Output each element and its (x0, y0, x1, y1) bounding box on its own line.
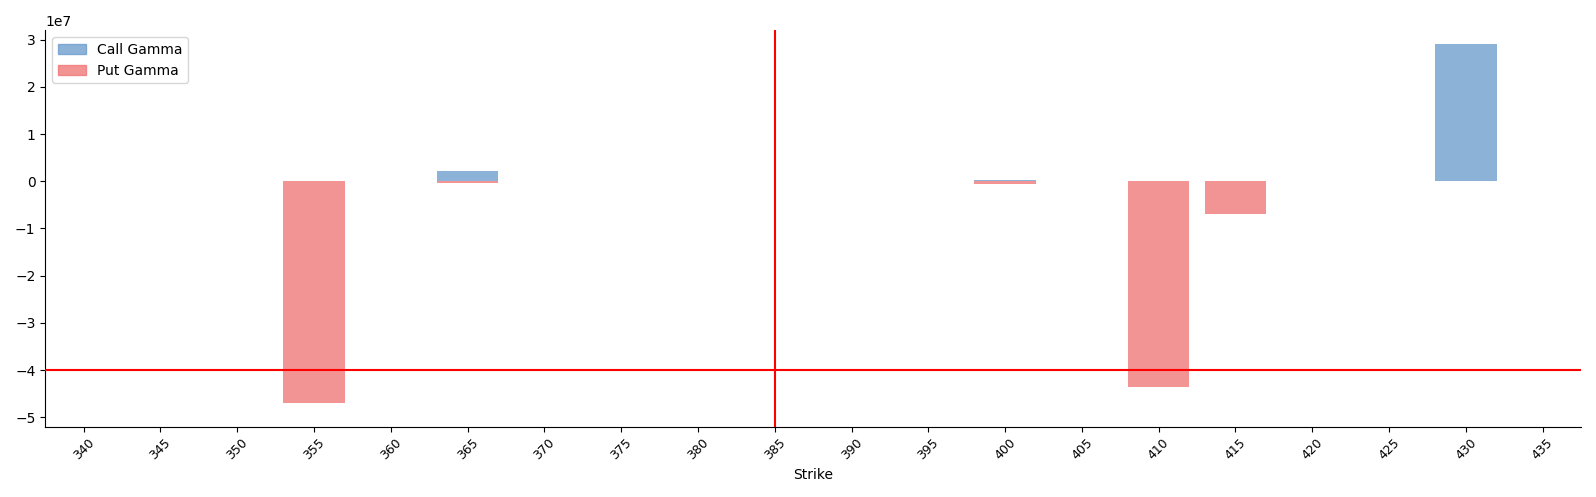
Bar (975, 181, 1036, 183)
Bar (1128, 181, 1189, 387)
Bar (437, 171, 498, 181)
Bar (1205, 181, 1266, 214)
Bar (437, 181, 498, 183)
Bar (1435, 44, 1497, 181)
Legend: Call Gamma, Put Gamma: Call Gamma, Put Gamma (53, 37, 188, 83)
Bar (282, 181, 345, 403)
X-axis label: Strike: Strike (793, 468, 833, 482)
Bar (975, 180, 1036, 181)
